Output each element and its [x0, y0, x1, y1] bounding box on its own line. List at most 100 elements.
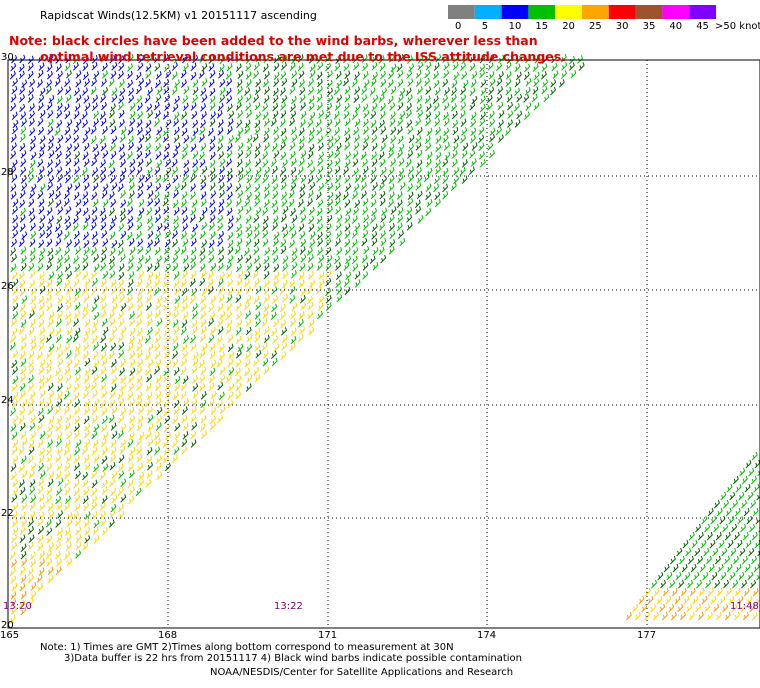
wind-barb	[280, 245, 287, 255]
wind-barb	[345, 183, 351, 192]
wind-barb	[218, 199, 225, 208]
wind-barb	[227, 215, 234, 224]
wind-barb	[387, 79, 394, 88]
wind-barb	[173, 302, 180, 312]
wind-barb	[282, 205, 289, 215]
wind-barb	[65, 134, 72, 143]
wind-barb	[344, 199, 351, 208]
wind-barb	[118, 109, 125, 119]
wind-barb	[281, 334, 288, 344]
wind-barb	[64, 462, 71, 472]
wind-barb	[245, 238, 252, 247]
wind-barb	[396, 191, 403, 200]
wind-barb	[507, 119, 513, 128]
wind-barb	[381, 207, 388, 216]
wind-barb	[752, 507, 759, 517]
wind-barb	[73, 462, 80, 471]
wind-barb	[163, 63, 170, 73]
wind-barb	[118, 263, 125, 272]
wind-barb	[155, 422, 162, 431]
wind-barb	[345, 207, 352, 217]
wind-barb	[226, 167, 233, 177]
wind-barb	[209, 367, 216, 377]
wind-barb	[245, 71, 252, 80]
wind-barb	[18, 479, 25, 488]
wind-barb	[145, 382, 152, 392]
wind-barb	[10, 183, 17, 192]
wind-barb	[37, 407, 44, 417]
wind-barb	[254, 327, 261, 337]
wind-barb	[181, 343, 188, 352]
colorbar-label: 30	[615, 21, 629, 32]
wind-barb	[93, 174, 99, 183]
wind-barb	[326, 254, 333, 264]
wind-barb	[108, 255, 115, 265]
wind-barb	[190, 414, 197, 423]
wind-barb	[154, 110, 161, 119]
wind-barb	[29, 390, 36, 400]
wind-barb	[262, 103, 269, 112]
lon-label-171: 171	[318, 630, 338, 641]
wind-barb	[47, 439, 53, 448]
wind-barb	[117, 70, 124, 80]
wind-barb	[83, 502, 90, 511]
wind-barb	[725, 587, 732, 597]
wind-barb	[405, 103, 412, 112]
wind-barb	[92, 374, 99, 383]
wind-barb	[57, 173, 63, 183]
wind-barb	[12, 198, 19, 208]
wind-barb	[137, 110, 144, 120]
wind-barb	[55, 182, 62, 192]
wind-barb	[21, 333, 27, 343]
lon-label-165: 165	[0, 630, 20, 641]
wind-barb	[180, 390, 187, 400]
wind-barb	[378, 94, 385, 103]
wind-barb	[370, 175, 377, 184]
wind-barb	[443, 87, 450, 96]
wind-barb	[144, 149, 151, 159]
wind-barb	[707, 587, 714, 597]
wind-barb	[110, 439, 117, 448]
wind-barb	[453, 175, 460, 185]
wind-barb	[75, 198, 82, 208]
wind-barb	[336, 286, 343, 295]
wind-barb	[136, 310, 143, 319]
wind-barb	[46, 454, 53, 463]
wind-barb	[389, 230, 396, 240]
wind-barb	[378, 246, 385, 256]
wind-barb	[388, 183, 395, 192]
wind-barb	[742, 531, 749, 541]
wind-barb	[181, 150, 188, 160]
wind-barb	[237, 254, 243, 264]
wind-barb	[10, 463, 17, 472]
wind-barb	[55, 63, 62, 73]
wind-barb	[181, 438, 188, 448]
wind-barb	[47, 574, 54, 584]
colorbar-segment	[501, 5, 529, 19]
wind-barb	[164, 143, 170, 152]
wind-barb	[739, 547, 746, 557]
wind-barb	[734, 587, 741, 597]
wind-barb	[208, 254, 215, 264]
wind-barb	[199, 295, 206, 304]
wind-barb	[750, 475, 757, 485]
wind-barb	[146, 391, 153, 401]
wind-barb	[46, 101, 53, 111]
wind-barb	[75, 70, 82, 79]
wind-barb	[145, 279, 152, 288]
wind-barb	[182, 375, 189, 384]
wind-barb	[309, 166, 316, 176]
wind-barb	[479, 103, 486, 113]
wind-barb	[625, 611, 632, 621]
wind-barb	[381, 87, 387, 96]
wind-barb	[334, 175, 341, 184]
wind-barb	[181, 191, 188, 200]
wind-barb	[363, 245, 370, 255]
wind-barb	[117, 463, 124, 473]
wind-barb	[718, 539, 725, 549]
wind-barb	[281, 159, 288, 168]
wind-barb	[423, 173, 430, 183]
wind-barb	[425, 103, 432, 112]
wind-barb	[207, 278, 214, 288]
wind-barb	[271, 246, 278, 256]
